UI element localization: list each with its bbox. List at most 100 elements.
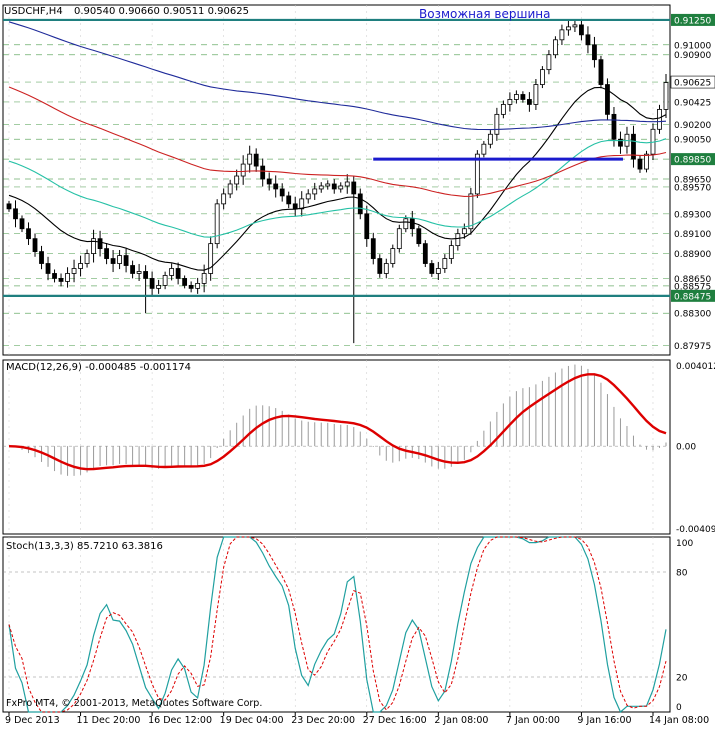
price-candle-body xyxy=(390,248,396,264)
price-candle-body xyxy=(416,228,422,245)
price-candle-body xyxy=(461,228,467,235)
stoch-tick-label: 100 xyxy=(676,539,693,549)
price-tick-label: 0.87975 xyxy=(674,342,711,352)
price-candle-body xyxy=(58,278,64,282)
moving-average-ma_fast xyxy=(8,86,667,271)
price-candle-body xyxy=(195,283,201,289)
price-tick-label: 0.89300 xyxy=(674,210,711,220)
price-candle-body xyxy=(273,183,279,190)
price-candle-body xyxy=(149,278,155,289)
price-candle-body xyxy=(579,24,584,36)
price-candle-body xyxy=(605,84,610,115)
main-panel-frame xyxy=(2,4,671,356)
macd-tick-label: 0.00 xyxy=(676,443,696,453)
price-tick-label: 0.90900 xyxy=(674,51,711,61)
price-axis-tag: 0.90625 xyxy=(670,75,715,89)
price-tick-label: 0.89850 xyxy=(674,156,711,166)
price-candle-body xyxy=(364,213,370,240)
grid-layer xyxy=(2,4,671,713)
price-candle-body xyxy=(592,44,597,61)
price-tick-label: 0.88650 xyxy=(674,275,711,285)
price-tick-label: 0.88900 xyxy=(674,250,711,260)
price-candle-body xyxy=(331,183,337,190)
price-candle-body xyxy=(286,195,292,205)
price-candle-body xyxy=(559,29,565,41)
macd-signal-line xyxy=(8,373,667,471)
price-tick-label: 0.88575 xyxy=(674,282,711,292)
price-axis-tag: 0.88300 xyxy=(674,310,711,320)
price-tick-label: 0.91000 xyxy=(674,41,711,51)
price-tick-label: 0.89570 xyxy=(674,183,711,193)
price-axis-tag: 0.91000 xyxy=(674,41,711,51)
price-tick-label: 0.90425 xyxy=(674,98,711,108)
price-candle-body xyxy=(104,248,109,259)
price-candle-body xyxy=(409,218,415,230)
stoch-tick-label: 20 xyxy=(676,674,688,684)
price-candle-body xyxy=(487,133,493,145)
price-candle-body xyxy=(526,99,532,105)
price-candle-body xyxy=(500,104,506,115)
price-candle-body xyxy=(71,268,77,274)
price-candle-body xyxy=(344,181,350,187)
price-candle-body xyxy=(279,188,285,197)
price-candle-body xyxy=(312,188,318,195)
stoch-title: Stoch(13,3,3) 85.7210 63.3816 xyxy=(6,541,163,552)
price-candle-body xyxy=(266,178,272,185)
price-candle-body xyxy=(318,185,324,190)
price-candle-body xyxy=(351,181,357,195)
price-candle-body xyxy=(240,163,246,177)
price-candle-body xyxy=(221,193,227,205)
price-axis-tag: 0.88650 xyxy=(674,275,711,285)
price-candle-body xyxy=(357,193,363,215)
price-candle-body xyxy=(513,94,519,100)
macd-title: MACD(12,26,9) -0.000485 -0.001174 xyxy=(6,362,191,373)
price-candle-body xyxy=(39,251,44,264)
price-candle-body xyxy=(520,94,526,100)
price-tick-label: 0.88300 xyxy=(674,310,711,320)
price-candle-body xyxy=(201,273,207,284)
price-axis-highlight xyxy=(670,75,715,89)
price-candle-body xyxy=(84,253,90,264)
price-candle-body xyxy=(468,193,474,230)
price-candle-body xyxy=(383,263,389,274)
price-candle-body xyxy=(169,268,175,276)
price-axis-tag: 0.88900 xyxy=(674,250,711,260)
time-tick-label: 9 Jan 16:00 xyxy=(577,715,631,726)
macd-tick-label: 0.004012 xyxy=(676,362,715,372)
price-axis-tag: 0.88575 xyxy=(674,282,711,292)
price-tick-label: 0.88475 xyxy=(674,292,711,302)
price-candle-body xyxy=(214,203,220,245)
time-tick-label: 19 Dec 04:00 xyxy=(220,715,284,726)
stoch-panel xyxy=(3,536,670,713)
price-axis-tag: 0.87975 xyxy=(674,342,711,352)
time-tick-label: 9 Dec 2013 xyxy=(5,715,60,726)
price-axis-highlight xyxy=(671,153,715,166)
price-axis-tag: 0.88475 xyxy=(671,289,715,302)
price-candle-body xyxy=(474,153,480,195)
price-candle-body xyxy=(657,109,662,130)
time-tick-label: 14 Jan 08:00 xyxy=(649,715,709,726)
price-candle-body xyxy=(442,258,448,269)
price-axis-highlight xyxy=(671,289,715,302)
price-candle-body xyxy=(6,203,12,210)
price-candle-body xyxy=(566,26,571,31)
price-candle-body xyxy=(507,99,513,105)
price-candle-body xyxy=(65,273,70,282)
price-candle-body xyxy=(325,183,331,187)
stoch-tick-label: 0 xyxy=(676,703,682,713)
price-candle-body xyxy=(422,243,428,264)
price-candle-body xyxy=(585,34,591,46)
price-axis-tag: 0.91250 xyxy=(671,13,715,26)
price-candle-body xyxy=(481,143,487,155)
price-candle-body xyxy=(78,263,83,269)
price-candle-body xyxy=(533,84,539,105)
price-candle-body xyxy=(234,175,240,185)
price-candle-body xyxy=(253,153,259,167)
price-candle-body xyxy=(182,278,188,286)
price-candle-body xyxy=(435,268,441,274)
price-axis-tag: 0.89300 xyxy=(674,210,711,220)
symbol-header: USDCHF,H4 xyxy=(4,6,63,17)
time-tick-label: 16 Dec 12:00 xyxy=(148,715,212,726)
